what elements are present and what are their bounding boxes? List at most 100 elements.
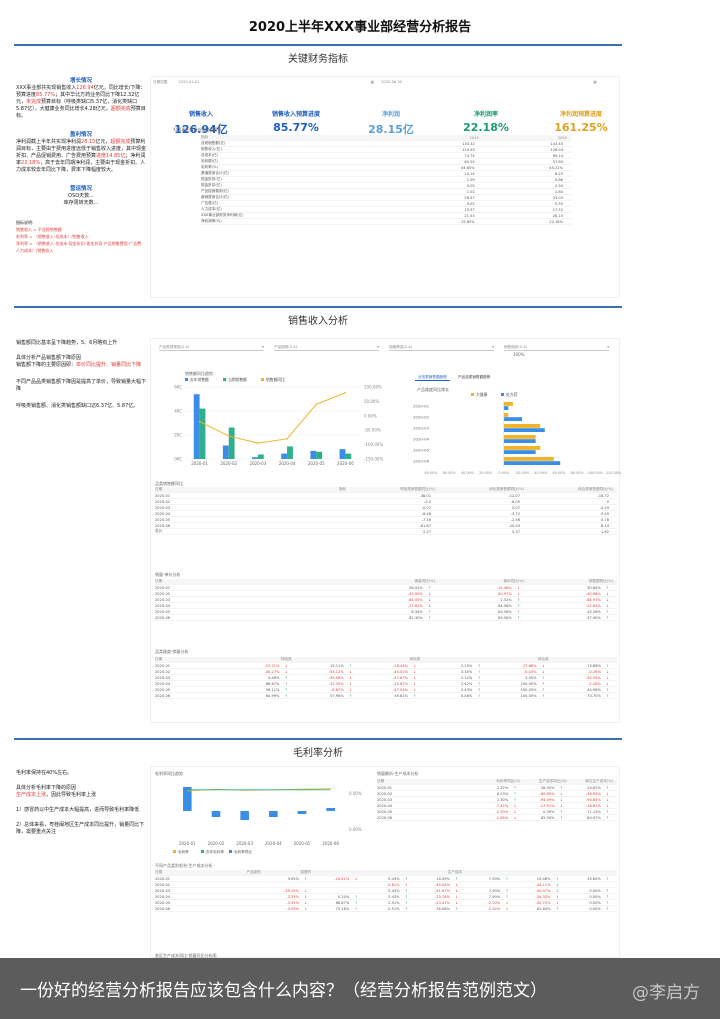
table-cell	[306, 166, 394, 170]
date-range-filter[interactable]: 日期范围 2020-01-01 ▦ 2020-06-30 ▦	[153, 80, 597, 84]
table-cell	[306, 184, 394, 188]
column-header[interactable]: 指标	[201, 135, 209, 139]
date-from-input[interactable]: 2020-01-01	[178, 80, 200, 84]
table-cell: 2020-06	[155, 907, 215, 911]
y-tick-label: 6KC	[174, 385, 182, 390]
table-cell: -20.41% ↓	[315, 877, 365, 881]
kpi-value: 28.15亿	[368, 123, 414, 136]
table-cell: 3.35% ↑	[424, 670, 488, 674]
arrow-down-icon: ↓	[512, 803, 517, 808]
arrow-up-icon: ↑	[453, 876, 459, 881]
table-cell: 2020-02	[377, 792, 432, 796]
filter-dropdown[interactable]: 产品组别(2-4) ▾	[274, 345, 379, 351]
cell-value: 含税销售额(亿)	[201, 141, 226, 145]
arrow-down-icon: ↓	[403, 882, 408, 887]
tab-business-trend[interactable]: 业务类销售额趋势	[415, 374, 450, 381]
y-tick-label: 2020-05	[413, 448, 429, 453]
table-row: 毛利额(亿) 60.24 57.80	[201, 159, 571, 165]
arrow-down-icon: ↓	[558, 803, 563, 808]
product-growth-chart: 2020-01 2020-02 2020-03 2020-04 2020-05 2020-…	[413, 392, 621, 475]
column-header[interactable]: 综合类	[537, 657, 549, 661]
table-cell: -61.87	[350, 524, 439, 528]
cell-value: -38.01	[419, 493, 431, 498]
column-header[interactable]: 2019	[469, 135, 479, 140]
bar	[269, 811, 278, 817]
column-header[interactable]: 日期	[155, 579, 163, 583]
table-cell: 2020-02	[155, 883, 215, 887]
filter-dropdown[interactable]: 销售组织(2-4) ▾	[504, 345, 609, 351]
filter-value: 100%	[513, 352, 525, 357]
table-cell	[306, 220, 394, 224]
arrow-down-icon: ↓	[504, 900, 509, 905]
kpi-card: 销售收入 126.94亿	[161, 109, 241, 137]
cell-value	[342, 604, 346, 608]
date-to-input[interactable]: 2020-06-30	[381, 80, 403, 84]
column-header[interactable]: 产品类别	[246, 870, 261, 874]
column-header[interactable]: 呼吸类	[280, 657, 292, 661]
x-tick-label: 40.00%	[461, 471, 475, 475]
table-cell: 0.51% ↑	[365, 907, 415, 911]
cell-value: 2020-02	[155, 499, 171, 504]
table-cell: -3.59% ↓	[265, 907, 315, 911]
cell-value: 2.32%	[496, 785, 509, 790]
bar	[257, 454, 264, 459]
filter-dropdown[interactable]: 产品类别筛选(2-4) ▾	[159, 345, 264, 351]
column-header[interactable]: 单价同比(%)	[503, 579, 524, 583]
table-row: 2020-05 58.11% ↑ -6.87% ↓ -47.54% ↓ 2.43% ↑ 1…	[155, 687, 617, 693]
table-cell: 现金折扣(亿)	[201, 177, 306, 182]
column-header[interactable]: 生产成本同比(%)	[538, 779, 567, 783]
cell-value	[470, 786, 474, 790]
cell-value: 60.24	[464, 159, 475, 164]
column-header[interactable]: 日期	[377, 779, 385, 783]
table-cell: 7.90% ↑	[466, 895, 516, 899]
cell-value: -40.27%	[264, 669, 280, 674]
column-header[interactable]: 日期	[155, 487, 163, 491]
column-header[interactable]: 单位生产成本(%)	[585, 779, 614, 783]
cell-value: 2020-01	[377, 785, 393, 790]
column-header[interactable]: 呼吸类销售额同比(%)	[400, 487, 435, 491]
table-cell: 8.23	[483, 172, 571, 176]
arrow-down-icon: ↓	[303, 906, 308, 911]
calendar-icon[interactable]: ▦	[370, 80, 374, 84]
y-tick-label: 2020-03	[413, 426, 429, 431]
cell-value: 23.03	[552, 195, 563, 200]
table-row: 毛利率(%) 44.65% 45.22%	[201, 165, 571, 171]
table-row: 2020-03 -35.19% ↓ 5.43% ↑ -41.67% ↓ 7.90% ↑ -…	[155, 888, 617, 894]
column-header[interactable]: 2020	[557, 135, 567, 140]
column-header[interactable]: 销量同比(%)	[414, 579, 435, 583]
table-cell: -65.89% ↓	[524, 792, 570, 796]
column-header[interactable]: 销售额同比(%)	[588, 579, 613, 583]
column-header[interactable]: 毛利率同比(%)	[496, 779, 521, 783]
column-header[interactable]: 指标	[338, 487, 346, 491]
tab-category-trend[interactable]: 产品品类销售额趋势	[457, 375, 491, 379]
filter-label: 销售组织(2-4)	[504, 345, 528, 349]
arrow-down-icon: ↓	[540, 669, 545, 674]
table-cell: 5.55	[483, 202, 571, 206]
table-cell: 2020-06	[155, 694, 231, 698]
calendar-icon-2[interactable]: ▦	[593, 80, 597, 84]
cell-value: -0.07	[421, 505, 431, 510]
table-cell: -12.07	[439, 494, 528, 498]
column-header[interactable]: 日期	[155, 870, 163, 874]
y-tick-label: 0KC	[174, 457, 182, 462]
caption-text: 一份好的经营分析报告应该包含什么内容？（经营分析报告范例范文）	[20, 981, 547, 1001]
column-header[interactable]: 日期	[155, 657, 163, 661]
arrow-up-icon: ↑	[515, 609, 520, 614]
finance-section-title: 关键财务指标	[288, 54, 348, 65]
column-header[interactable]: 感冒药	[300, 870, 312, 874]
table-cell: 5.37	[439, 530, 528, 534]
cell-value: 30.84%	[587, 585, 601, 590]
table-cell: -46.83% ↓	[571, 792, 617, 796]
arrow-up-icon: ↑	[347, 693, 352, 698]
column-header[interactable]: 消化类销售额同比(%)	[489, 487, 524, 491]
column-header[interactable]: 综合类销售额同比(%)	[578, 487, 613, 491]
table-cell: 9.02	[394, 202, 482, 206]
arrow-down-icon: ↓	[426, 603, 431, 608]
bar	[183, 787, 192, 811]
cell-value: 0.00%	[589, 888, 601, 893]
column-header[interactable]: 消化类	[409, 657, 421, 661]
cell-value: 5.55	[554, 201, 563, 206]
column-header[interactable]: 生产成本	[447, 870, 463, 874]
y-tick-label: 0.00%	[349, 791, 362, 796]
filter-dropdown[interactable]: 规格筛选(2-4) ▾	[389, 345, 494, 351]
